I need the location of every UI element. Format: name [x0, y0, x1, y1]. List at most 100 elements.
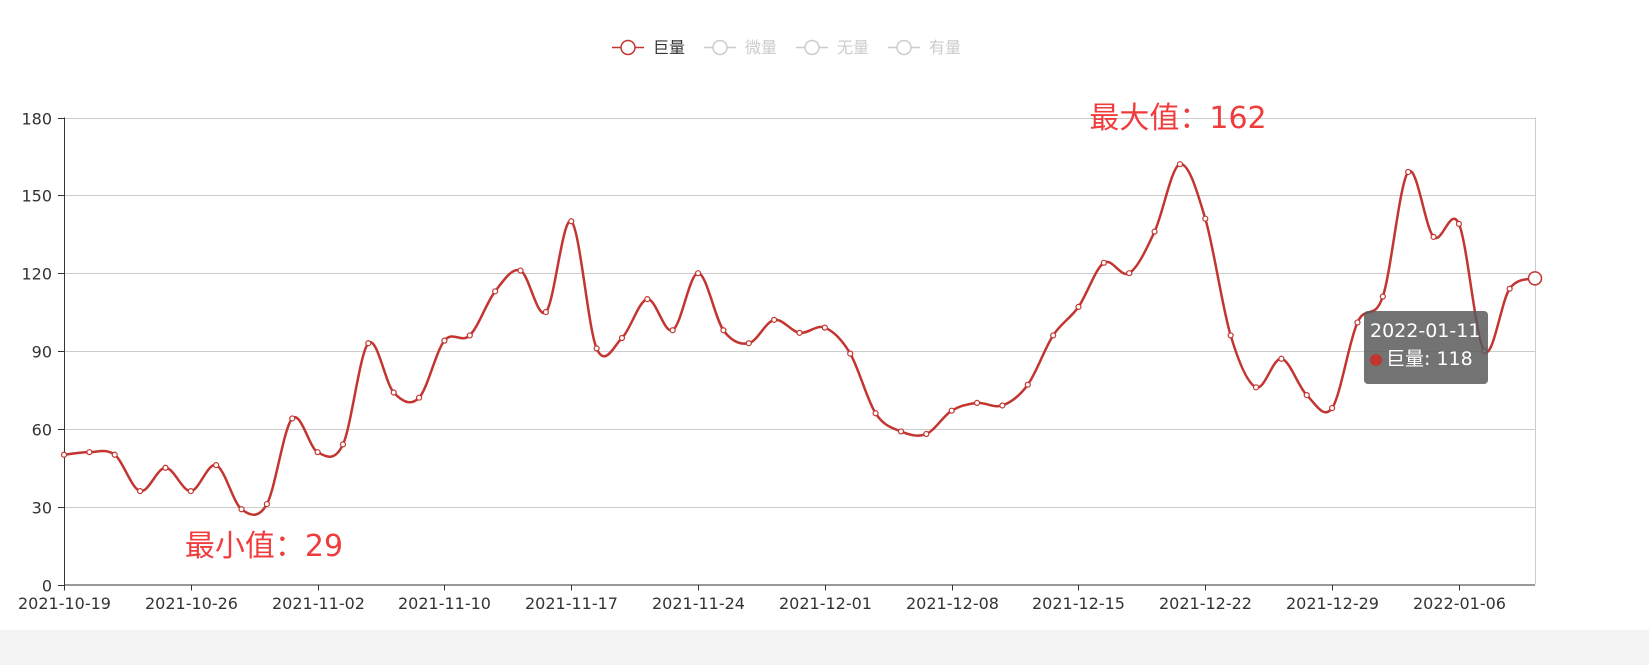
data-point: [1430, 233, 1437, 240]
data-point: [897, 428, 905, 435]
data-point: [1100, 259, 1107, 266]
data-point: [568, 218, 575, 225]
data-point: [492, 288, 499, 295]
x-tick-label: 2022-01-06: [1413, 594, 1506, 613]
data-point: [238, 506, 245, 513]
data-point-highlighted: [1527, 271, 1543, 286]
x-tick-label: 2021-11-24: [652, 594, 745, 613]
data-point: [694, 270, 702, 277]
data-point: [1202, 215, 1209, 222]
data-point: [365, 340, 372, 347]
legend-label: 无量: [837, 38, 869, 57]
legend-symbol: [712, 39, 728, 56]
x-tick-label: 2021-12-08: [906, 594, 999, 613]
data-point: [669, 327, 676, 334]
data-point: [542, 308, 549, 316]
data-point: [720, 327, 727, 334]
legend-label: 巨量: [653, 38, 685, 57]
tooltip-series-dot: [1370, 354, 1382, 366]
legend-symbol: [804, 39, 820, 56]
min-value-label: 最小值：29: [185, 529, 343, 564]
x-tick-label: 2021-11-10: [398, 594, 491, 613]
data-point: [136, 488, 144, 495]
data-point: [60, 451, 68, 458]
x-tick-label: 2021-10-26: [145, 594, 238, 613]
data-point: [948, 407, 955, 414]
data-point: [339, 441, 347, 448]
data-point: [1455, 220, 1463, 227]
x-tick-label: 2021-12-15: [1032, 594, 1125, 613]
data-point: [466, 332, 473, 339]
data-point: [1506, 285, 1513, 292]
data-point: [1151, 228, 1158, 235]
x-tick-label: 2021-11-17: [525, 594, 618, 613]
tooltip-row: 巨量: 118: [1370, 347, 1488, 371]
legend-item: 有量: [888, 38, 961, 57]
data-point: [517, 267, 524, 274]
data-point: [771, 316, 778, 323]
data-point: [593, 345, 600, 352]
data-point: [1024, 381, 1031, 388]
data-point: [973, 399, 981, 406]
data-point: [821, 324, 828, 331]
max-value-label: 最大值：162: [1089, 101, 1266, 136]
y-tick-label: 150: [21, 187, 52, 206]
legend-symbol: [620, 39, 636, 56]
y-tick-label: 180: [21, 110, 52, 129]
data-point: [1303, 392, 1310, 399]
data-point: [1329, 404, 1336, 412]
data-point: [86, 449, 93, 456]
data-point: [1278, 355, 1285, 362]
data-point: [1354, 319, 1361, 326]
data-point: [1126, 270, 1133, 277]
data-point: [213, 462, 220, 469]
bottom-band: [0, 630, 1649, 665]
axes: 0 30 60 90 120 150 180 2021-10-19 2021-10-26 2021…: [18, 110, 1535, 613]
y-tick-label: 0: [42, 577, 52, 596]
data-point: [289, 415, 296, 422]
data-point: [187, 488, 194, 495]
series-area: [60, 161, 1543, 517]
data-point: [923, 430, 930, 438]
data-point: [162, 464, 169, 471]
data-point: [390, 389, 397, 396]
legend: 巨量 微量 无量 有量: [612, 38, 961, 57]
y-tick-label: 120: [21, 265, 52, 284]
data-point: [644, 296, 651, 303]
data-point: [1176, 161, 1184, 168]
grid-lines: [64, 117, 1536, 585]
y-tick-label: 60: [32, 421, 52, 440]
data-point: [1405, 168, 1412, 176]
x-tick-label: 2021-12-01: [779, 594, 872, 613]
legend-label: 微量: [745, 38, 777, 57]
tooltip: 2022-01-11 巨量: 118: [1364, 311, 1488, 384]
data-point: [796, 329, 803, 336]
data-point: [1252, 384, 1260, 391]
data-point: [314, 449, 321, 456]
data-point: [415, 394, 423, 401]
data-point: [1075, 303, 1082, 310]
y-tick-label: 90: [32, 343, 52, 362]
data-point: [1379, 293, 1386, 300]
y-tick-label: 30: [32, 499, 52, 518]
legend-label: 有量: [929, 38, 961, 57]
data-point: [1050, 332, 1057, 339]
data-point: [847, 350, 854, 357]
data-point: [999, 402, 1006, 409]
data-point: [111, 451, 118, 458]
legend-item: 无量: [796, 38, 869, 57]
x-tick-label: 2021-12-22: [1159, 594, 1252, 613]
legend-item: 巨量: [612, 38, 685, 57]
data-point: [441, 337, 448, 344]
x-tick-label: 2021-10-19: [18, 594, 111, 613]
legend-symbol: [896, 39, 912, 56]
data-point: [872, 410, 879, 417]
x-tick-label: 2021-11-02: [272, 594, 365, 613]
data-point: [1227, 332, 1234, 339]
x-tick-label: 2021-12-29: [1286, 594, 1379, 613]
data-point: [263, 500, 270, 508]
data-point: [745, 340, 752, 347]
legend-item: 微量: [704, 38, 777, 57]
